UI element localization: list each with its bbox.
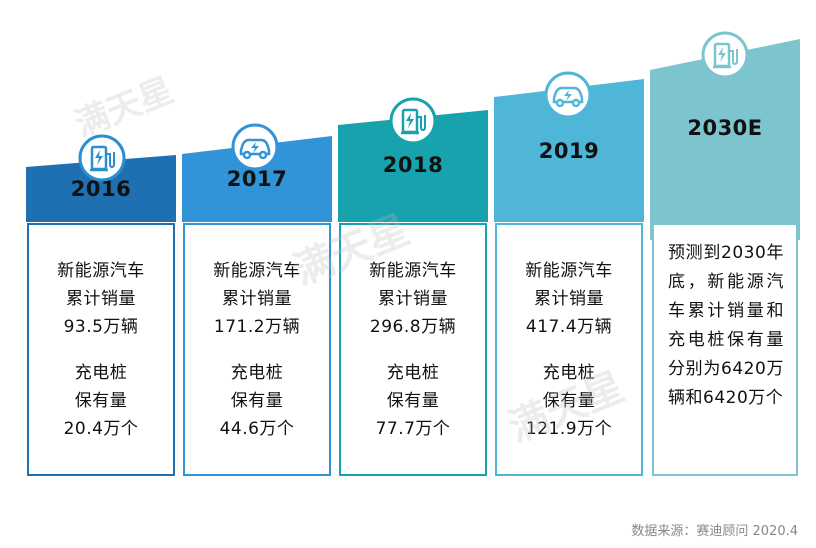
charger-value: 121.9万个	[525, 419, 613, 439]
charging-pile-icon	[389, 97, 437, 145]
ev-value: 171.2万辆	[213, 317, 301, 337]
charger-metric: 保有量	[386, 391, 440, 411]
info-box-2019: 新能源汽车 累计销量 417.4万辆 充电桩 保有量 121.9万个	[495, 223, 643, 476]
charger-label: 充电桩	[542, 363, 596, 383]
ev-label: 新能源汽车	[525, 261, 613, 281]
year-label-2018: 2018	[382, 153, 444, 177]
charger-metric: 保有量	[74, 391, 128, 411]
ev-label: 新能源汽车	[369, 261, 457, 281]
info-box-2017: 新能源汽车 累计销量 171.2万辆 充电桩 保有量 44.6万个	[183, 223, 331, 476]
ev-metric: 累计销量	[222, 289, 292, 309]
electric-car-icon	[231, 123, 279, 171]
step-2030e	[650, 39, 800, 240]
charger-value: 77.7万个	[375, 419, 451, 439]
year-label-2019: 2019	[538, 139, 600, 163]
data-source: 数据来源：赛迪顾问 2020.4	[631, 524, 798, 539]
ev-metric: 累计销量	[378, 289, 448, 309]
step-shapes	[26, 39, 800, 240]
charger-value: 20.4万个	[63, 419, 139, 439]
ev-metric: 累计销量	[534, 289, 604, 309]
step-2017	[182, 136, 332, 222]
charger-label: 充电桩	[230, 363, 284, 383]
charger-metric: 保有量	[542, 391, 596, 411]
charger-value: 44.6万个	[219, 419, 295, 439]
charger-metric: 保有量	[230, 391, 284, 411]
step-2018	[338, 110, 488, 222]
year-label-2030e: 2030E	[687, 116, 763, 140]
ev-value: 93.5万辆	[63, 317, 139, 337]
ev-value: 417.4万辆	[525, 317, 613, 337]
charger-label: 充电桩	[386, 363, 440, 383]
info-box-2030e: 预测到2030年底，新能源汽车累计销量和充电桩保有量分别为6420万辆和6420…	[652, 223, 798, 476]
ev-value: 296.8万辆	[369, 317, 457, 337]
step-2016	[26, 155, 176, 222]
step-2019	[494, 79, 644, 222]
charging-pile-icon	[78, 134, 126, 182]
electric-car-icon	[544, 71, 592, 119]
charging-pile-icon	[701, 31, 749, 79]
info-box-2016: 新能源汽车 累计销量 93.5万辆 充电桩 保有量 20.4万个	[27, 223, 175, 476]
year-label-2017: 2017	[226, 167, 288, 191]
ev-label: 新能源汽车	[57, 261, 145, 281]
ev-label: 新能源汽车	[213, 261, 301, 281]
charger-label: 充电桩	[74, 363, 128, 383]
forecast-text: 预测到2030年底，新能源汽车累计销量和充电桩保有量分别为6420万辆和6420…	[668, 243, 784, 408]
info-box-2018: 新能源汽车 累计销量 296.8万辆 充电桩 保有量 77.7万个	[339, 223, 487, 476]
ev-metric: 累计销量	[66, 289, 136, 309]
